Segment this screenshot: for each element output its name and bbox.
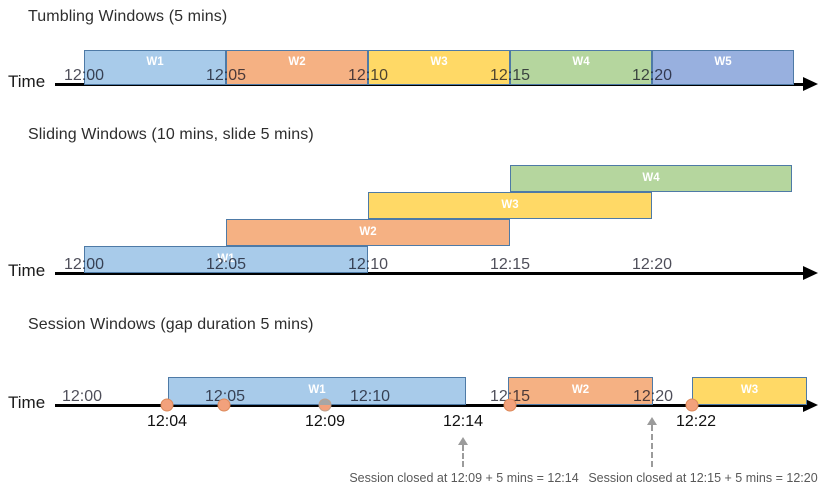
- axis-tick-label: 12:15: [489, 388, 531, 405]
- axis-tick-label: 12:20: [632, 388, 674, 405]
- axis-tick-label: 12:15: [489, 256, 531, 273]
- time-axis-label: Time: [8, 261, 46, 280]
- window-label-w2: W2: [288, 56, 306, 68]
- axis-tick-label: 12:05: [204, 388, 246, 405]
- window-label-w1: W1: [308, 384, 326, 396]
- event-time-label: 12:22: [675, 413, 717, 430]
- dashed-up-arrow-line: [462, 445, 464, 467]
- window-bar-w1: [84, 246, 368, 273]
- time-axis-label: Time: [8, 393, 46, 412]
- time-axis-line: [55, 272, 803, 275]
- window-label-w4: W4: [642, 171, 660, 184]
- event-dot: [685, 398, 699, 412]
- window-bar-w3: [692, 377, 807, 405]
- section-title: Session Windows (gap duration 5 mins): [28, 316, 314, 333]
- window-bar-w3: [368, 50, 510, 85]
- event-time-label: 12:14: [442, 413, 484, 430]
- window-bar-w4: [510, 50, 652, 85]
- dashed-up-arrow-icon: [647, 417, 657, 425]
- axis-tick-label: 12:05: [205, 256, 247, 273]
- window-bar-w4: [510, 165, 792, 192]
- window-label-w4: W4: [572, 56, 590, 68]
- axis-tick-label: 12:00: [63, 67, 105, 84]
- window-label-w2: W2: [571, 384, 590, 396]
- session-annotation: Session closed at 12:15 + 5 mins = 12:20: [588, 471, 818, 485]
- section-title: Tumbling Windows (5 mins): [28, 8, 228, 25]
- window-label-w1: W1: [146, 56, 164, 68]
- window-label-w3: W3: [501, 198, 519, 211]
- section-title: Sliding Windows (10 mins, slide 5 mins): [28, 126, 314, 143]
- event-dot: [160, 398, 174, 412]
- time-axis-label: Time: [8, 72, 46, 91]
- window-bar-w2: [508, 377, 653, 405]
- event-time-label: 12:09: [304, 413, 346, 430]
- axis-tick-label: 12:20: [631, 67, 673, 84]
- axis-tick-label: 12:20: [631, 256, 673, 273]
- dashed-up-arrow-icon: [458, 437, 468, 445]
- axis-arrow-icon: [803, 266, 818, 280]
- window-bar-w2: [226, 50, 368, 85]
- axis-tick-label: 12:15: [489, 67, 531, 84]
- axis-tick-label: 12:00: [61, 388, 103, 405]
- window-label-w5: W5: [714, 56, 732, 68]
- axis-arrow-icon: [803, 77, 818, 91]
- window-label-w3: W3: [430, 56, 448, 68]
- window-bar-w1: [84, 50, 226, 85]
- axis-tick-label: 12:10: [347, 67, 389, 84]
- axis-tick-label: 12:00: [63, 256, 105, 273]
- event-dot: [217, 398, 231, 412]
- window-label-w1: W1: [217, 252, 235, 265]
- event-dot: [503, 398, 517, 412]
- window-bar-w3: [368, 192, 652, 219]
- axis-tick-label: 12:05: [205, 67, 247, 84]
- session-annotation: Session closed at 12:09 + 5 mins = 12:14: [349, 471, 579, 485]
- window-label-w2: W2: [359, 225, 377, 238]
- event-dot: [318, 398, 332, 412]
- event-time-label: 12:04: [146, 413, 188, 430]
- window-bar-w2: [226, 219, 510, 246]
- dashed-up-arrow-line: [651, 425, 653, 467]
- time-axis-line: [55, 404, 803, 407]
- axis-tick-label: 12:10: [347, 256, 389, 273]
- window-label-w3: W3: [740, 384, 759, 396]
- window-bar-w1: [168, 377, 466, 405]
- window-bar-w5: [652, 50, 794, 85]
- axis-tick-label: 12:10: [349, 388, 391, 405]
